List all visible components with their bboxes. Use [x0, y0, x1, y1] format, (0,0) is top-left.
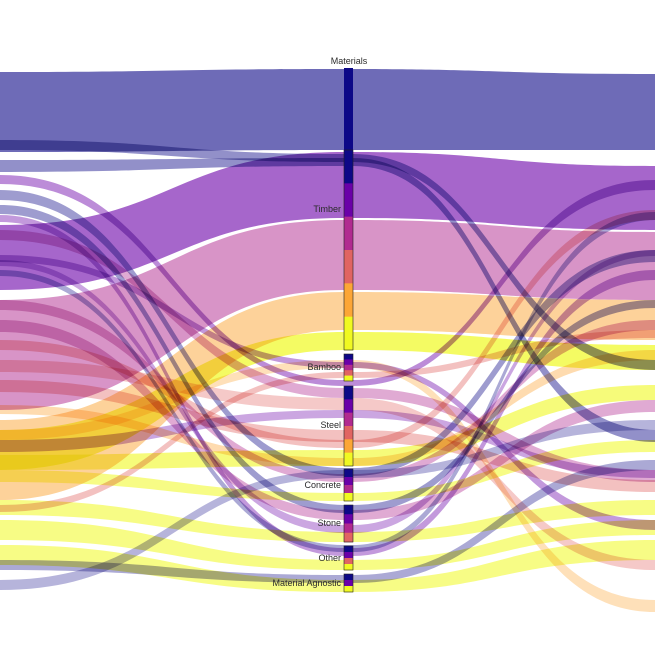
flow-ribbon-connector	[0, 175, 655, 386]
category-node-segment	[344, 558, 353, 565]
flow-ribbon-connector	[0, 300, 655, 482]
category-label: Stone	[317, 518, 341, 528]
category-node[interactable]	[343, 504, 354, 543]
category-node[interactable]	[343, 353, 354, 382]
category-node-segment	[344, 469, 353, 478]
category-node-segment	[344, 150, 353, 184]
flow-ribbon-connector	[0, 140, 655, 370]
category-labels: Timber Bamboo Steel Concrete Stone Other Mater…	[272, 204, 341, 588]
flow-ribbons	[0, 69, 655, 612]
category-node-segment	[344, 412, 353, 427]
category-label: Material Agnostic	[272, 578, 341, 588]
category-node[interactable]	[343, 573, 354, 593]
category-label: Other	[318, 553, 341, 563]
category-node-segment	[344, 354, 353, 360]
category-node-segment	[344, 452, 353, 467]
category-node-segment	[344, 439, 353, 453]
flow-ribbon-purple-main	[0, 152, 655, 290]
category-node-segment	[344, 586, 353, 593]
category-node-segment	[344, 250, 353, 284]
category-node[interactable]	[343, 385, 354, 467]
category-node-segment	[344, 514, 353, 524]
category-node-segment	[344, 375, 353, 382]
flow-ribbon-connector	[0, 350, 655, 466]
category-label: Concrete	[304, 480, 341, 490]
category-node-segment	[344, 283, 353, 317]
flow-ribbon-connector	[0, 360, 655, 612]
category-node-segment	[344, 493, 353, 502]
category-node-outline	[343, 573, 354, 593]
category-node-outline	[343, 504, 354, 543]
category-node-segment	[344, 399, 353, 413]
flow-ribbon-indigo-main	[0, 69, 655, 152]
category-node-segment	[344, 386, 353, 400]
flow-ribbon-connector	[0, 520, 655, 570]
category-node-segment	[344, 477, 353, 486]
flow-ribbon-connector	[0, 440, 655, 501]
axis-node-head	[344, 68, 353, 150]
category-label: Timber	[313, 204, 341, 214]
category-node-segment	[344, 564, 353, 571]
category-node-outline	[343, 545, 354, 571]
category-node-outline	[343, 385, 354, 467]
category-node-segment	[344, 523, 353, 534]
category-node[interactable]	[343, 545, 354, 571]
category-label: Steel	[320, 420, 341, 430]
category-node[interactable]	[343, 149, 354, 351]
category-label: Bamboo	[307, 362, 341, 372]
category-node-segment	[344, 216, 353, 251]
flow-ribbon-connector	[0, 250, 655, 533]
category-node-segment	[344, 364, 353, 371]
category-node-segment	[344, 505, 353, 515]
category-node-segment	[344, 426, 353, 440]
flow-ribbon-connector	[0, 380, 655, 492]
axis-title: Materials	[331, 56, 368, 66]
category-node-outline	[343, 468, 354, 502]
category-node-segment	[344, 485, 353, 494]
category-node-segment	[344, 552, 353, 559]
flow-ribbon-connector	[0, 385, 655, 470]
category-node-outline	[343, 149, 354, 351]
category-nodes	[343, 68, 354, 593]
category-node[interactable]	[343, 468, 354, 502]
flow-ribbon-connector	[0, 410, 655, 478]
category-node-segment	[344, 580, 353, 587]
category-node-segment	[344, 532, 353, 543]
category-node-segment	[344, 316, 353, 351]
flow-ribbon-magenta-main	[0, 220, 655, 410]
category-node-segment	[344, 359, 353, 366]
category-node-outline	[343, 353, 354, 382]
category-node-segment	[344, 370, 353, 376]
category-node-segment	[344, 574, 353, 581]
category-node-segment	[344, 546, 353, 553]
category-node-segment	[344, 183, 353, 217]
